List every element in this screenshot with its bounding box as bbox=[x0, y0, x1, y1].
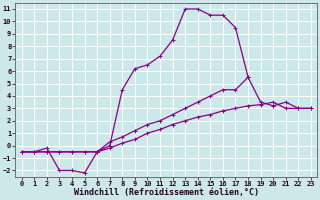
X-axis label: Windchill (Refroidissement éolien,°C): Windchill (Refroidissement éolien,°C) bbox=[74, 188, 259, 197]
